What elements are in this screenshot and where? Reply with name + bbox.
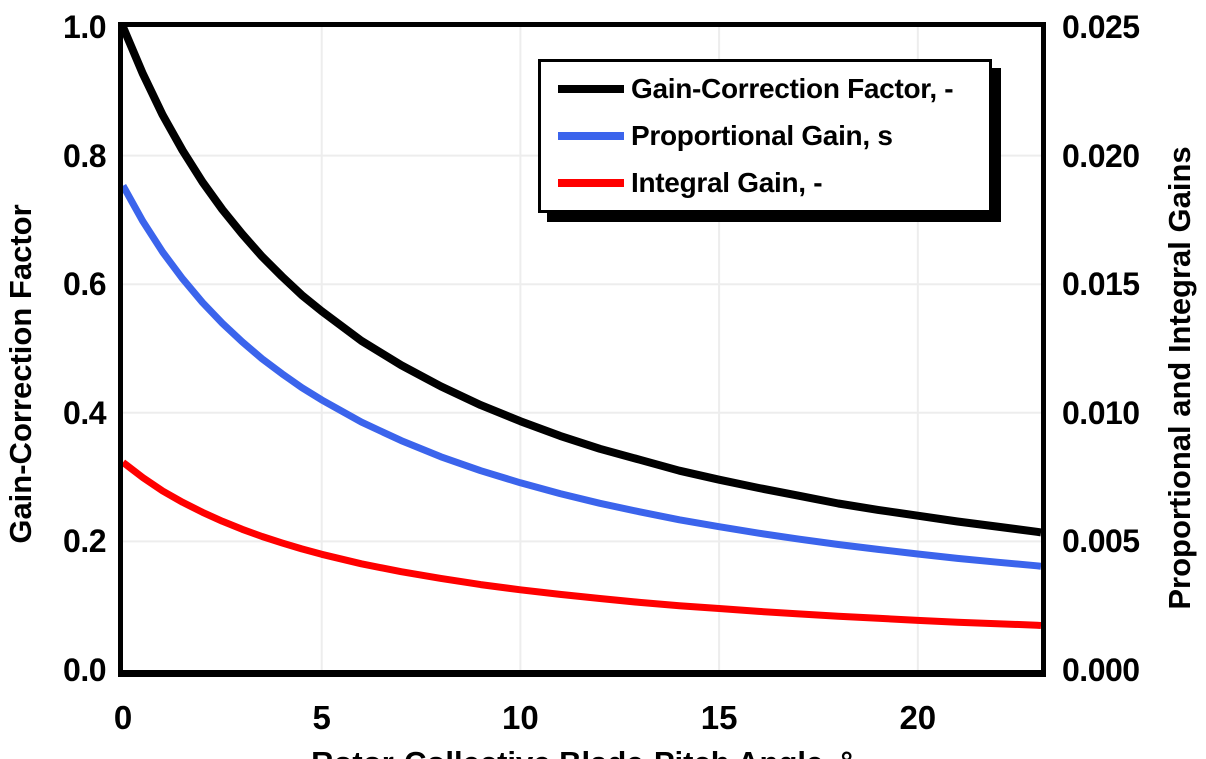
- legend-label: Gain-Correction Factor, -: [631, 73, 954, 105]
- legend-label: Proportional Gain, s: [631, 119, 893, 151]
- x-axis-tick-label: 0: [113, 699, 133, 736]
- axis-tick-label: 1.0: [63, 9, 106, 45]
- axis-tick-label: 0.020: [1062, 137, 1140, 174]
- right-axis-title: Proportional and Integral Gains: [1162, 146, 1197, 610]
- left-axis-title: Gain-Correction Factor: [3, 204, 38, 544]
- axis-tick-label: 0.0: [63, 652, 106, 688]
- series-line-2: [123, 459, 1041, 629]
- legend-line-sample-blue: [558, 131, 624, 140]
- x-axis-tick-label: 5: [312, 699, 331, 736]
- legend-item-integral-gain: Integral Gain, -: [541, 167, 989, 199]
- legend-line-sample-red: [558, 178, 624, 187]
- x-axis-tick-label: 15: [700, 699, 738, 736]
- chart-canvas: [123, 27, 1041, 670]
- legend: Gain-Correction Factor, - Proportional G…: [538, 59, 992, 213]
- x-axis-tick-label: 10: [502, 699, 539, 736]
- series-line-0: [123, 27, 1041, 537]
- legend-line-sample-black: [558, 85, 624, 94]
- legend-item-proportional-gain: Proportional Gain, s: [541, 120, 989, 152]
- axis-tick-label: 0.4: [63, 394, 106, 431]
- axis-tick-label: 0.2: [63, 523, 106, 560]
- axis-tick-label: 0.000: [1062, 652, 1140, 688]
- x-axis-title: Rotor-Collective Blade-Pitch Angle, °: [123, 745, 1041, 759]
- x-axis-tick-label: 20: [899, 699, 937, 736]
- legend-label: Integral Gain, -: [631, 166, 823, 198]
- axis-tick-label: 0.6: [63, 266, 106, 303]
- axis-tick-label: 0.025: [1062, 9, 1140, 45]
- axis-tick-label: 0.010: [1062, 394, 1140, 431]
- axis-tick-label: 0.005: [1062, 523, 1140, 560]
- legend-item-gain-correction: Gain-Correction Factor, -: [541, 73, 989, 105]
- series-line-1: [123, 183, 1041, 570]
- axis-tick-label: 0.015: [1062, 266, 1140, 303]
- axis-tick-label: 0.8: [63, 137, 106, 174]
